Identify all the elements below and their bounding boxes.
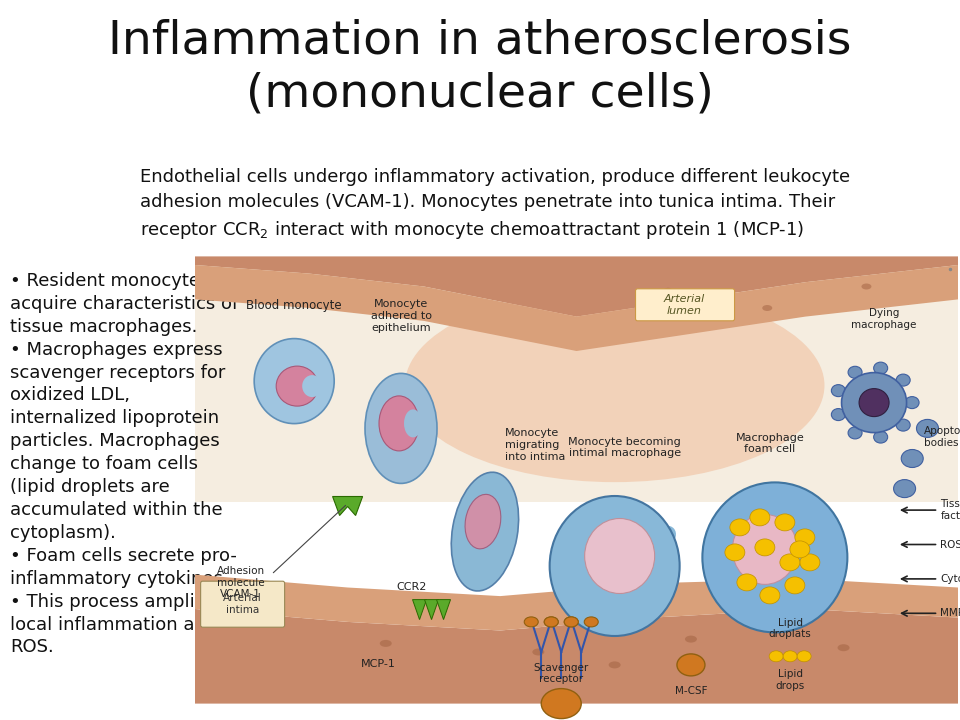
FancyBboxPatch shape: [636, 289, 734, 321]
Ellipse shape: [780, 554, 800, 571]
FancyBboxPatch shape: [201, 581, 284, 627]
Ellipse shape: [859, 389, 889, 417]
Text: Blood monocyte: Blood monocyte: [247, 300, 342, 312]
Ellipse shape: [276, 366, 318, 406]
Ellipse shape: [831, 408, 846, 420]
Ellipse shape: [544, 617, 559, 627]
Ellipse shape: [897, 374, 910, 386]
Ellipse shape: [897, 419, 910, 431]
Text: Lipid
droplats: Lipid droplats: [769, 618, 811, 639]
Ellipse shape: [550, 496, 680, 636]
Ellipse shape: [762, 305, 772, 311]
Text: Arterial
intima: Arterial intima: [224, 593, 262, 615]
Ellipse shape: [917, 419, 939, 437]
Ellipse shape: [842, 373, 906, 433]
Text: Scavenger
receptor: Scavenger receptor: [534, 662, 588, 684]
Ellipse shape: [874, 362, 888, 374]
Ellipse shape: [379, 396, 419, 451]
Ellipse shape: [609, 662, 621, 668]
Text: ROS: ROS: [941, 539, 960, 549]
Ellipse shape: [800, 554, 820, 571]
Text: MMPs: MMPs: [941, 608, 960, 618]
Text: Endothelial cells undergo inflammatory activation, produce different leukocyte
a: Endothelial cells undergo inflammatory a…: [140, 168, 851, 241]
Text: Monocyte
adhered to
epithelium: Monocyte adhered to epithelium: [371, 300, 431, 333]
Text: • Resident monocytes
acquire characteristics of
tissue macrophages.
• Macrophage: • Resident monocytes acquire characteris…: [10, 272, 238, 657]
Ellipse shape: [874, 431, 888, 443]
Ellipse shape: [405, 289, 825, 482]
Ellipse shape: [831, 384, 846, 397]
Ellipse shape: [365, 374, 437, 483]
Ellipse shape: [755, 539, 775, 556]
Ellipse shape: [797, 651, 811, 662]
Ellipse shape: [795, 529, 815, 546]
Ellipse shape: [663, 288, 673, 294]
Text: Adhesion
molecule
VCAM-1: Adhesion molecule VCAM-1: [217, 566, 265, 599]
Ellipse shape: [730, 519, 750, 536]
Ellipse shape: [628, 509, 648, 534]
Ellipse shape: [564, 617, 578, 627]
Text: Dying
macrophage: Dying macrophage: [852, 308, 917, 330]
Ellipse shape: [785, 577, 804, 594]
Ellipse shape: [894, 480, 916, 498]
Ellipse shape: [905, 397, 919, 409]
Ellipse shape: [750, 509, 770, 526]
Ellipse shape: [737, 574, 756, 591]
Ellipse shape: [790, 541, 810, 558]
Ellipse shape: [580, 506, 600, 531]
Polygon shape: [332, 497, 363, 516]
Ellipse shape: [533, 649, 544, 655]
Ellipse shape: [585, 518, 655, 593]
Polygon shape: [195, 265, 958, 502]
Ellipse shape: [541, 688, 581, 719]
Polygon shape: [195, 256, 958, 317]
Ellipse shape: [302, 375, 323, 397]
Ellipse shape: [783, 651, 797, 662]
Ellipse shape: [524, 617, 539, 627]
Text: Apoptotic
bodies: Apoptotic bodies: [924, 426, 960, 448]
Polygon shape: [413, 600, 426, 620]
Ellipse shape: [725, 544, 745, 561]
Text: M-CSF: M-CSF: [675, 686, 708, 696]
Text: Inflammation in atherosclerosis
(mononuclear cells): Inflammation in atherosclerosis (mononuc…: [108, 18, 852, 117]
Ellipse shape: [677, 654, 705, 676]
Polygon shape: [437, 600, 450, 620]
Text: Cytokines: Cytokines: [941, 574, 960, 584]
Ellipse shape: [380, 640, 392, 647]
Polygon shape: [195, 265, 958, 351]
Ellipse shape: [564, 617, 578, 627]
Ellipse shape: [901, 449, 924, 467]
Ellipse shape: [544, 617, 559, 627]
Text: Fom the review article: Libby P.: Inflammation  in atherosclerosis.: Fom the review article: Libby P.: Inflam…: [290, 683, 795, 698]
Ellipse shape: [653, 526, 676, 548]
Ellipse shape: [451, 472, 518, 591]
Text: Monocyte
migrating
into intima: Monocyte migrating into intima: [505, 428, 565, 462]
Text: Macrophage
foam cell: Macrophage foam cell: [735, 433, 804, 454]
Text: MCP-1: MCP-1: [361, 660, 396, 669]
Text: Lipid
drops: Lipid drops: [776, 669, 804, 690]
Ellipse shape: [684, 636, 697, 643]
Ellipse shape: [848, 366, 862, 378]
Ellipse shape: [861, 284, 872, 289]
Ellipse shape: [848, 427, 862, 439]
Ellipse shape: [585, 617, 598, 627]
Ellipse shape: [732, 514, 798, 585]
Text: Arterial
lumen: Arterial lumen: [664, 294, 706, 315]
Polygon shape: [195, 575, 958, 631]
Text: CCR2: CCR2: [396, 582, 426, 592]
Ellipse shape: [775, 514, 795, 531]
Text: Monocyte becoming
intimal macrophage: Monocyte becoming intimal macrophage: [568, 437, 681, 459]
Ellipse shape: [760, 587, 780, 604]
Ellipse shape: [404, 410, 422, 437]
Text: Nature: Nature: [660, 683, 712, 698]
Ellipse shape: [703, 482, 848, 632]
Polygon shape: [195, 609, 958, 703]
Ellipse shape: [465, 495, 501, 549]
Ellipse shape: [254, 338, 334, 423]
Text: Tissue
factor: Tissue factor: [941, 499, 960, 521]
Ellipse shape: [769, 651, 783, 662]
Polygon shape: [424, 600, 439, 620]
Ellipse shape: [837, 644, 850, 651]
Text: 420,  2002:  868-874: 420, 2002: 868-874: [695, 683, 860, 698]
